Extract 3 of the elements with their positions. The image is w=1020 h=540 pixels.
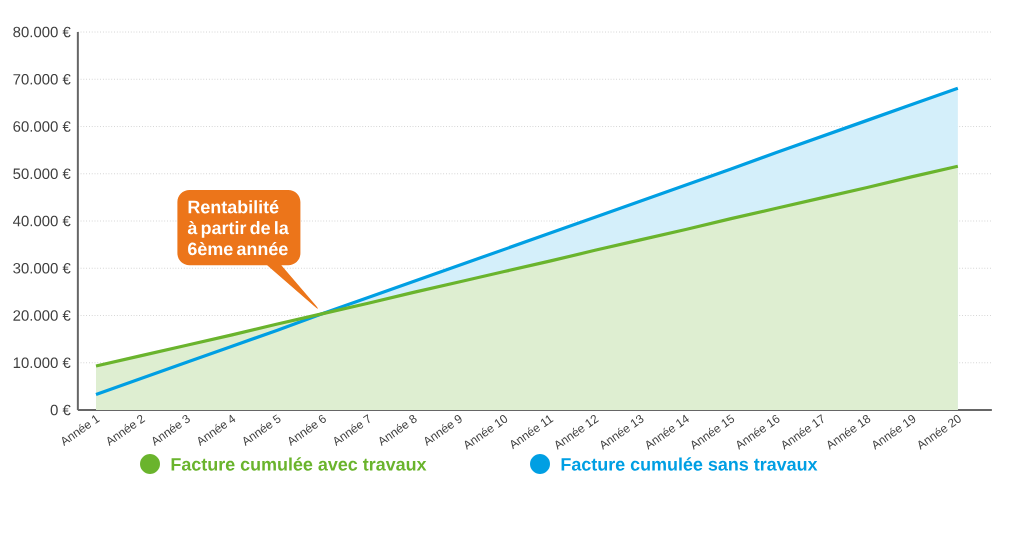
annotation: Rentabilité à partir de la 6ème année	[187, 200, 289, 256]
legend-label: Facture cumulée avec travaux	[171, 457, 427, 471]
legend-label: Facture cumulée sans travaux	[561, 457, 818, 471]
